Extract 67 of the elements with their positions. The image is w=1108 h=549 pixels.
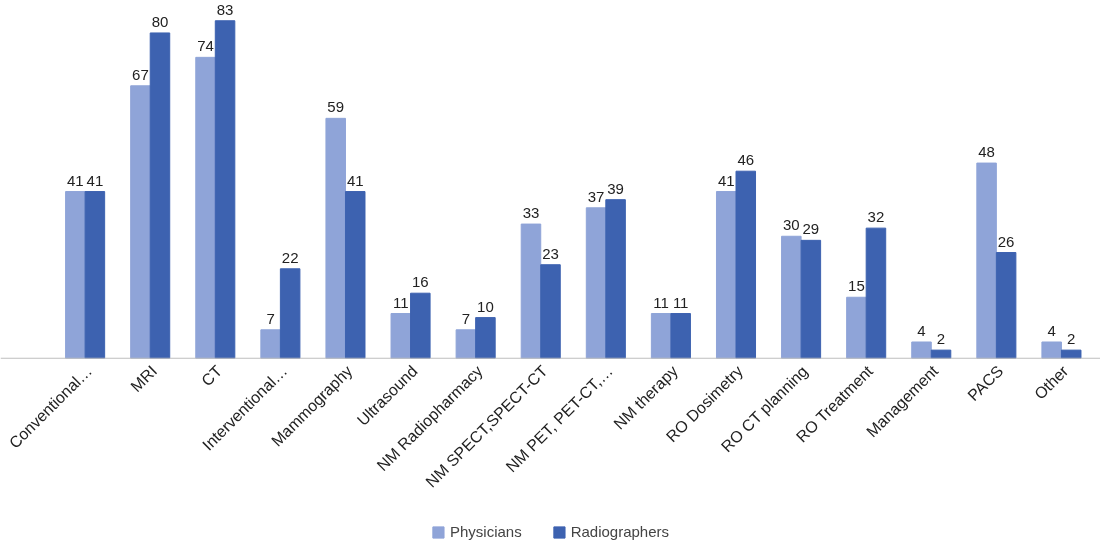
data-label: 46 <box>737 151 755 169</box>
bar <box>455 329 477 359</box>
bar <box>475 317 496 359</box>
bar <box>344 191 366 359</box>
bar <box>800 239 822 359</box>
bar <box>195 56 216 359</box>
bar <box>279 268 301 359</box>
data-label: 16 <box>411 273 429 291</box>
data-label: 39 <box>607 179 624 197</box>
bar <box>781 235 802 359</box>
data-label: 2 <box>1067 330 1076 348</box>
bar <box>1060 349 1082 359</box>
bar <box>520 223 542 359</box>
bar <box>865 227 887 359</box>
data-label: 74 <box>197 37 214 55</box>
x-tick-label: MRI <box>127 362 161 395</box>
bar <box>911 341 932 359</box>
bar <box>585 207 607 359</box>
legend-label: Physicians <box>449 523 522 540</box>
bar <box>390 313 412 359</box>
bar <box>214 20 236 359</box>
bar <box>130 85 151 359</box>
bar <box>930 349 952 359</box>
data-label: 10 <box>477 297 494 315</box>
data-label: 41 <box>67 171 84 189</box>
legend-label: Radiographers <box>570 523 670 540</box>
data-label: 26 <box>997 232 1015 250</box>
data-label: 48 <box>978 143 995 161</box>
data-label: 4 <box>1047 321 1056 339</box>
data-label: 33 <box>522 204 540 222</box>
data-label: 7 <box>461 309 471 327</box>
bar <box>670 313 691 359</box>
bar <box>976 162 997 359</box>
bar <box>715 191 737 359</box>
bar <box>84 191 106 359</box>
data-label: 41 <box>717 171 735 189</box>
bar <box>995 252 1017 359</box>
data-label: 41 <box>86 171 104 189</box>
data-label: 23 <box>542 244 559 262</box>
bar <box>1041 341 1062 359</box>
bar <box>325 117 346 359</box>
data-label: 15 <box>848 277 865 295</box>
bar <box>846 296 867 359</box>
data-label: 22 <box>281 248 299 266</box>
data-label: 80 <box>151 12 169 30</box>
bar <box>149 32 171 359</box>
bar <box>650 313 672 359</box>
data-label: 4 <box>917 321 926 339</box>
data-label: 41 <box>346 171 364 189</box>
bar <box>65 191 86 359</box>
data-label: 7 <box>266 309 275 327</box>
bar <box>605 199 626 359</box>
bar <box>735 170 757 359</box>
data-label: 32 <box>867 208 885 226</box>
data-label: 37 <box>587 187 605 205</box>
bar <box>260 329 281 359</box>
data-label: 83 <box>216 0 234 18</box>
data-label: 2 <box>936 330 946 348</box>
data-label: 30 <box>782 216 800 234</box>
data-label: 11 <box>653 293 669 311</box>
data-label: 11 <box>393 293 409 311</box>
data-label: 59 <box>327 98 345 116</box>
data-label: 67 <box>132 65 149 83</box>
data-label: 29 <box>802 220 820 238</box>
bar <box>540 264 561 359</box>
data-label: 11 <box>672 293 689 311</box>
bar <box>410 292 431 359</box>
